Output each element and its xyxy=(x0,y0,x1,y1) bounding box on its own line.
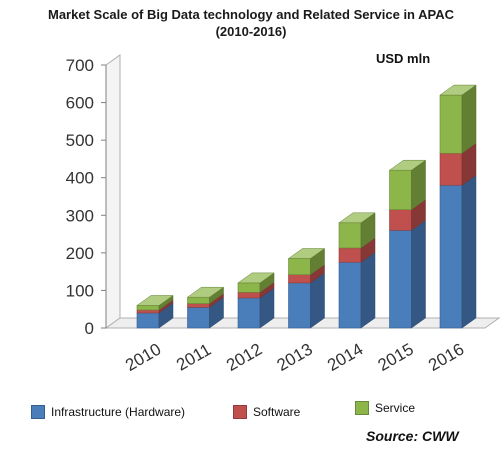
bar-software-2011 xyxy=(187,303,210,308)
chart-title-line1: Market Scale of Big Data technology and … xyxy=(48,7,454,22)
bar-infrastructure-2016-side xyxy=(461,174,477,329)
bar-service-2012 xyxy=(237,282,261,293)
bar-infrastructure-2014 xyxy=(338,261,362,329)
bar-service-2016-top xyxy=(439,84,477,96)
bar-service-2011-top xyxy=(186,286,225,298)
bar-service-2013-top xyxy=(287,248,326,259)
bar-software-2014 xyxy=(338,247,362,263)
bar-service-2012-top xyxy=(237,272,275,284)
legend-label-infrastructure: Infrastructure (Hardware) xyxy=(51,405,186,419)
bar-service-2016-side xyxy=(461,84,477,154)
chart-title-line2: (2010-2016) xyxy=(215,24,287,39)
legend-swatch-infrastructure xyxy=(31,405,45,419)
bar-service-2014 xyxy=(338,222,362,249)
x-tick-label-2016: 2016 xyxy=(425,340,467,375)
x-tick-label-2012: 2012 xyxy=(223,340,265,375)
bar-infrastructure-2012 xyxy=(237,297,261,329)
bar-software-2013 xyxy=(288,274,311,284)
bar-infrastructure-2016 xyxy=(439,184,463,329)
bar-software-2012 xyxy=(237,292,261,299)
legend-item-infrastructure: Infrastructure (Hardware) xyxy=(31,403,185,421)
x-tick-label-2013: 2013 xyxy=(274,340,316,375)
bar-service-2014-top xyxy=(338,212,376,224)
bar-service-2011 xyxy=(187,296,210,304)
bar-infrastructure-2011 xyxy=(187,307,210,329)
unit-label: USD mln xyxy=(376,51,431,66)
y-tick-label: 0 xyxy=(85,319,94,338)
x-tick-label-2011: 2011 xyxy=(173,340,214,375)
bar-infrastructure-2015-side xyxy=(411,219,426,329)
y-tick-label: 600 xyxy=(66,94,94,113)
bar-service-2015 xyxy=(389,169,412,210)
bar-infrastructure-2010 xyxy=(136,312,160,329)
x-tick-label-2015: 2015 xyxy=(375,340,417,375)
x-tick-label-2010: 2010 xyxy=(122,340,164,375)
legend-label-service: Service xyxy=(375,401,416,415)
bar-software-2016 xyxy=(439,152,463,186)
y-tick-label: 500 xyxy=(66,131,94,150)
y-tick-label: 700 xyxy=(66,56,94,75)
bar-infrastructure-2013 xyxy=(288,282,311,329)
bar-service-2016 xyxy=(439,94,463,154)
bar-service-2010 xyxy=(136,305,160,311)
bar-service-2010-top xyxy=(136,295,174,306)
bar-service-2013 xyxy=(288,258,311,275)
bar-infrastructure-2014-side xyxy=(360,251,376,329)
y-tick-label: 100 xyxy=(66,281,94,300)
chart-title: Market Scale of Big Data technology and … xyxy=(0,6,502,40)
legend-swatch-service xyxy=(355,401,369,415)
legend-swatch-software xyxy=(233,405,247,419)
bar-service-2015-top xyxy=(388,159,427,171)
bar-software-2015 xyxy=(389,209,412,231)
y-tick-label: 400 xyxy=(66,169,94,188)
bar-software-2010 xyxy=(136,309,160,314)
legend-item-service: Service xyxy=(355,399,415,417)
x-tick-label-2014: 2014 xyxy=(324,340,366,375)
legend-item-software: Software xyxy=(233,403,300,421)
y-tick-label: 300 xyxy=(66,206,94,225)
legend-label-software: Software xyxy=(253,405,301,419)
side-wall xyxy=(105,54,121,329)
bar-infrastructure-2015 xyxy=(389,230,412,329)
y-tick-label: 200 xyxy=(66,244,94,263)
source-note: Source: CWW xyxy=(366,428,459,444)
